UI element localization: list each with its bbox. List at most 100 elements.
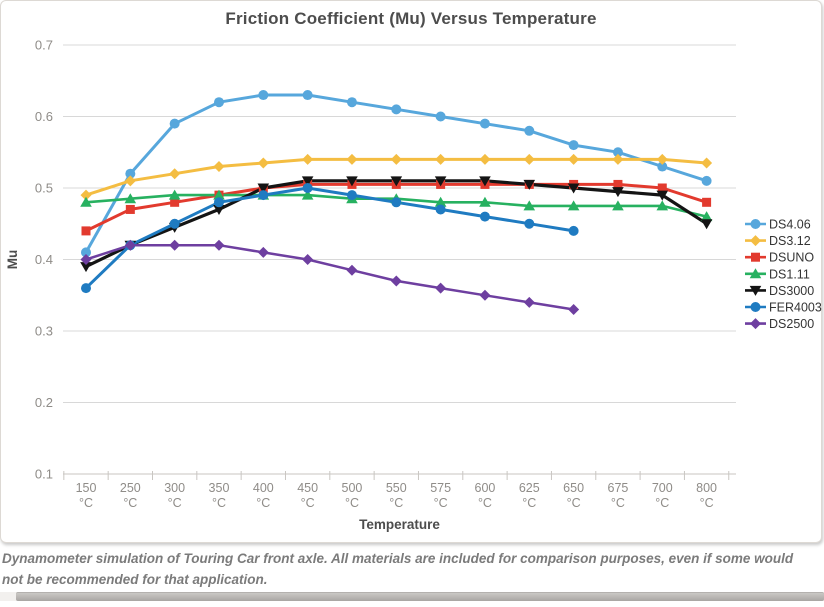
marker-DS3.12[interactable]: [124, 175, 136, 187]
marker-FER4003[interactable]: [346, 190, 357, 201]
marker-DS3.12[interactable]: [390, 153, 402, 165]
marker-DS3000[interactable]: [257, 183, 270, 194]
marker-DS4.06[interactable]: [657, 161, 668, 172]
marker-DSUNO[interactable]: [170, 197, 180, 207]
marker-DS1.11[interactable]: [567, 200, 580, 211]
marker-DS3.12[interactable]: [479, 153, 491, 165]
marker-DS1.11[interactable]: [301, 189, 314, 200]
marker-DSUNO[interactable]: [81, 226, 91, 236]
marker-DS2500[interactable]: [124, 239, 136, 251]
marker-FER4003[interactable]: [435, 204, 446, 215]
marker-DS1.11[interactable]: [168, 189, 181, 200]
marker-DS3000[interactable]: [656, 190, 669, 201]
marker-DS1.11[interactable]: [479, 196, 491, 207]
marker-DS3.12[interactable]: [568, 153, 580, 165]
marker-DS4.06[interactable]: [568, 140, 579, 151]
marker-DS2500[interactable]: [302, 254, 314, 265]
marker-DS3.12[interactable]: [257, 157, 269, 169]
marker-FER4003[interactable]: [391, 197, 402, 208]
marker-DS4.06[interactable]: [479, 118, 490, 129]
marker-DS4.06[interactable]: [258, 90, 269, 101]
marker-DS3.12[interactable]: [701, 157, 713, 169]
marker-DS4.06[interactable]: [435, 111, 446, 122]
marker-FER4003[interactable]: [524, 218, 535, 229]
marker-FER4003[interactable]: [568, 225, 579, 236]
marker-DS1.11[interactable]: [213, 189, 225, 200]
marker-DSUNO[interactable]: [613, 179, 623, 189]
marker-DS1.11[interactable]: [612, 200, 624, 211]
marker-DS3000[interactable]: [301, 176, 314, 187]
marker-DS3000[interactable]: [523, 179, 536, 190]
marker-DS3.12[interactable]: [656, 153, 668, 165]
legend-item-DSUNO[interactable]: DSUNO: [745, 251, 814, 265]
marker-FER4003[interactable]: [213, 197, 224, 208]
legend-marker-DS4.06[interactable]: [750, 219, 761, 229]
marker-DS2500[interactable]: [435, 282, 447, 294]
marker-DS1.11[interactable]: [80, 196, 92, 207]
marker-DS2500[interactable]: [390, 275, 402, 287]
marker-DS3.12[interactable]: [612, 153, 624, 165]
marker-DS2500[interactable]: [213, 239, 225, 251]
marker-DS1.11[interactable]: [434, 196, 447, 207]
marker-FER4003[interactable]: [169, 218, 180, 229]
marker-DS4.06[interactable]: [81, 247, 91, 258]
series-line-DS2500[interactable]: [84, 243, 575, 311]
marker-DS2500[interactable]: [346, 264, 358, 276]
marker-DS4.06[interactable]: [346, 97, 357, 108]
legend-item-FER4003[interactable]: FER4003: [745, 301, 822, 315]
marker-DS4.06[interactable]: [391, 104, 402, 115]
marker-DS1.11[interactable]: [124, 193, 137, 204]
marker-DS3000[interactable]: [700, 219, 713, 230]
marker-FER4003[interactable]: [258, 190, 269, 201]
marker-DS3.12[interactable]: [213, 161, 225, 173]
marker-DS4.06[interactable]: [213, 97, 224, 108]
marker-DS2500[interactable]: [169, 239, 181, 251]
horizontal-scrollbar-thumb[interactable]: [16, 592, 824, 601]
legend-marker-DS3000[interactable]: [749, 285, 762, 296]
marker-DS3000[interactable]: [567, 183, 580, 194]
legend-marker-DS1.11[interactable]: [749, 268, 762, 279]
marker-DSUNO[interactable]: [657, 183, 667, 193]
marker-DS2500[interactable]: [523, 296, 535, 308]
marker-FER4003[interactable]: [479, 211, 490, 222]
marker-DS2500[interactable]: [257, 246, 269, 258]
marker-DS4.06[interactable]: [125, 168, 136, 179]
legend-marker-DSUNO[interactable]: [751, 252, 760, 262]
marker-DS4.06[interactable]: [169, 118, 180, 129]
marker-DS4.06[interactable]: [701, 175, 712, 186]
marker-DS3.12[interactable]: [80, 189, 92, 201]
marker-DS1.11[interactable]: [523, 200, 536, 211]
legend-item-DS3000[interactable]: DS3000: [745, 284, 814, 298]
marker-FER4003[interactable]: [81, 283, 91, 294]
legend-item-DS4.06[interactable]: DS4.06: [745, 218, 811, 232]
horizontal-scrollbar-track[interactable]: [0, 592, 824, 601]
marker-DS3000[interactable]: [213, 204, 225, 215]
marker-DSUNO[interactable]: [125, 204, 135, 214]
marker-DS1.11[interactable]: [656, 200, 669, 211]
marker-DSUNO[interactable]: [702, 197, 712, 207]
marker-DS3000[interactable]: [479, 176, 491, 187]
marker-DS3.12[interactable]: [302, 153, 314, 165]
marker-DS3.12[interactable]: [346, 153, 358, 165]
marker-DS3000[interactable]: [80, 262, 92, 273]
marker-DS4.06[interactable]: [302, 90, 313, 101]
marker-FER4003[interactable]: [302, 183, 313, 193]
marker-DS2500[interactable]: [568, 304, 580, 316]
legend-marker-DS3.12[interactable]: [750, 235, 761, 247]
marker-DS3.12[interactable]: [169, 168, 181, 180]
marker-DS2500[interactable]: [80, 254, 92, 265]
legend-item-DS3.12[interactable]: DS3.12: [745, 234, 811, 248]
marker-DS4.06[interactable]: [612, 147, 623, 158]
marker-DS3.12[interactable]: [523, 153, 535, 165]
legend-item-DS1.11[interactable]: DS1.11: [745, 267, 810, 281]
marker-DS2500[interactable]: [479, 289, 491, 301]
marker-DS4.06[interactable]: [524, 125, 535, 136]
legend-marker-FER4003[interactable]: [750, 302, 761, 312]
marker-DS3000[interactable]: [390, 176, 403, 187]
marker-DS3000[interactable]: [346, 176, 358, 187]
series-line-FER4003[interactable]: [84, 186, 576, 290]
marker-DS3000[interactable]: [434, 176, 447, 187]
marker-DS1.11[interactable]: [700, 211, 713, 222]
legend-item-DS2500[interactable]: DS2500: [745, 317, 814, 331]
marker-DS3.12[interactable]: [435, 153, 447, 165]
